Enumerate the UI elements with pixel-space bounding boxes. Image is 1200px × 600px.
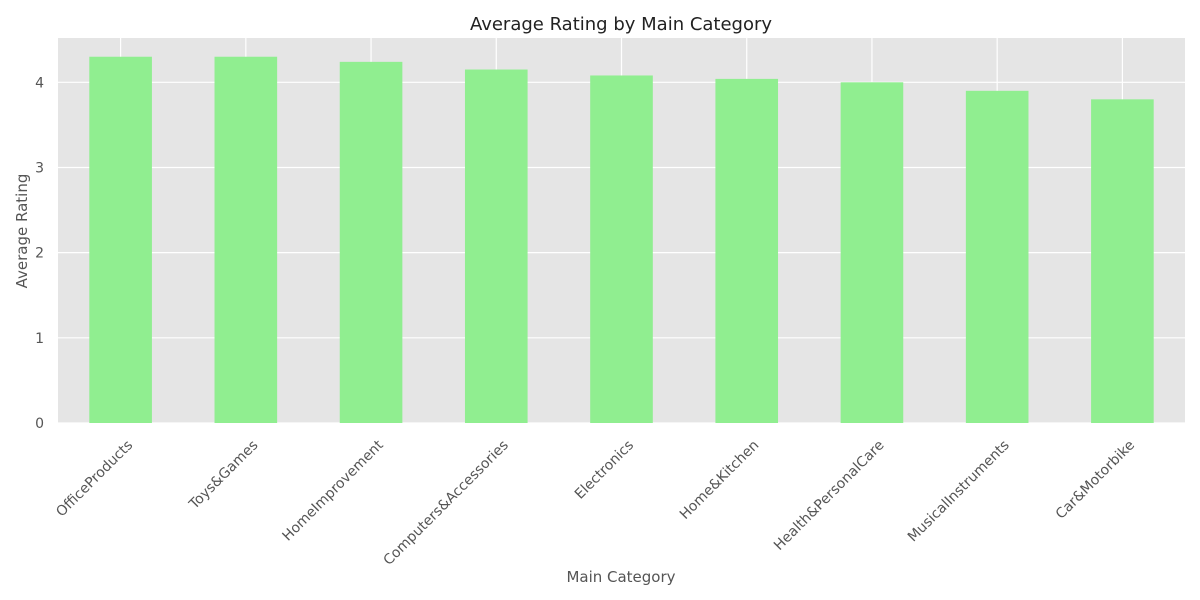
bars (89, 56, 1154, 424)
x-tick-label: HomeImprovement (280, 437, 388, 545)
x-tick-label: Health&PersonalCare (771, 437, 888, 554)
x-tick-labels: OfficeProducts Toys&Games HomeImprovementC… (53, 437, 1138, 569)
bar (840, 82, 904, 423)
y-tick-label: 3 (35, 160, 44, 176)
y-axis-label: Average Rating (13, 174, 31, 289)
bar (715, 78, 779, 424)
bar (1091, 99, 1154, 424)
x-tick-label: Computers&Accessories (380, 437, 511, 568)
bar (89, 56, 152, 423)
x-axis-label: Main Category (566, 568, 675, 586)
y-tick-label: 2 (35, 246, 44, 262)
x-tick-label: Toys&Games (186, 437, 262, 513)
x-tick-label: MusicalInstruments (905, 437, 1013, 545)
x-tick-label: Car&Motorbike (1053, 437, 1138, 522)
chart-title: Average Rating by Main Category (470, 14, 772, 35)
x-tick-label: Electronics (572, 437, 637, 502)
bar (339, 61, 403, 424)
x-tick-label: Home&Kitchen (677, 437, 762, 522)
y-tick-label: 1 (35, 331, 44, 347)
y-tick-label: 0 (35, 416, 44, 432)
bar (214, 56, 278, 423)
y-tick-labels: 0 1 2 3 4 (35, 75, 44, 432)
x-tick-label: OfficeProducts (53, 437, 136, 520)
y-tick-label: 4 (35, 75, 44, 91)
bar (590, 75, 653, 423)
bar (965, 90, 1029, 423)
bar (464, 69, 528, 423)
